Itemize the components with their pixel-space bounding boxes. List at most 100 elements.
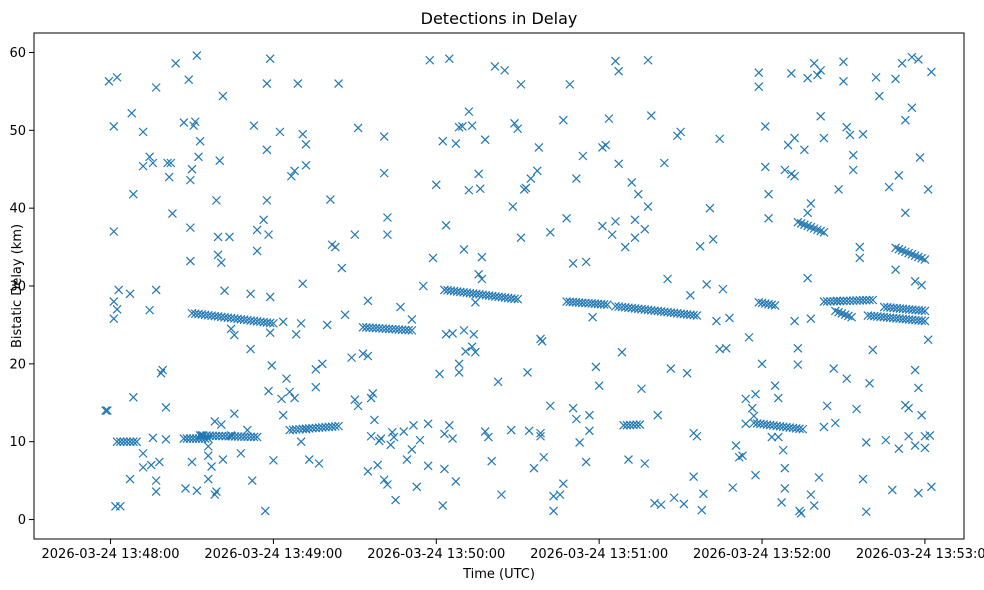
data-point: [907, 52, 917, 62]
data-point: [545, 227, 555, 237]
data-point: [467, 121, 477, 131]
data-point: [868, 345, 878, 355]
data-point: [444, 420, 454, 430]
data-point: [128, 392, 138, 402]
track-point: [848, 296, 858, 306]
data-point: [211, 487, 221, 496]
data-point: [653, 410, 663, 420]
track-point: [625, 420, 635, 430]
data-point: [848, 165, 858, 175]
data-point: [226, 431, 236, 440]
data-point: [213, 250, 223, 260]
data-point: [900, 208, 910, 218]
data-point: [210, 490, 220, 500]
data-point: [910, 441, 920, 451]
data-point: [516, 79, 526, 89]
data-point: [477, 274, 487, 284]
data-point: [545, 401, 555, 411]
data-point: [112, 72, 122, 82]
track-point: [858, 295, 868, 305]
data-point: [171, 58, 181, 68]
track-point: [795, 424, 804, 434]
data-point: [510, 118, 519, 128]
data-point: [834, 185, 844, 194]
data-point: [236, 448, 246, 458]
data-point: [571, 414, 581, 424]
data-point: [927, 67, 936, 77]
data-point: [454, 359, 464, 369]
data-point: [102, 406, 112, 415]
data-point: [457, 121, 467, 131]
track-point: [407, 325, 417, 335]
data-point: [145, 152, 155, 162]
data-point: [296, 437, 306, 447]
data-point: [627, 178, 637, 187]
track-point: [122, 437, 132, 447]
data-point: [659, 158, 669, 168]
track-point: [920, 306, 930, 316]
data-point: [842, 374, 852, 384]
data-point: [747, 403, 757, 413]
data-point: [125, 289, 135, 299]
data-point: [809, 501, 819, 510]
track-point: [119, 437, 129, 447]
data-point: [185, 175, 195, 185]
data-point: [379, 168, 389, 178]
data-point: [480, 135, 490, 145]
track-point: [252, 432, 262, 442]
data-point: [474, 269, 484, 279]
track-point: [767, 300, 777, 310]
data-point: [213, 232, 223, 242]
data-point: [620, 242, 630, 252]
data-point: [148, 158, 158, 168]
data-point: [379, 475, 389, 485]
track-point: [917, 306, 927, 316]
data-point: [148, 433, 158, 443]
data-point: [301, 424, 311, 434]
data-point: [712, 316, 721, 326]
data-point: [718, 284, 728, 294]
data-point: [145, 305, 155, 315]
track-point: [920, 316, 930, 326]
data-point: [285, 387, 295, 397]
data-point: [187, 164, 197, 174]
data-point: [163, 158, 172, 168]
data-point: [702, 280, 712, 289]
data-point: [268, 455, 278, 465]
data-point: [293, 79, 303, 89]
data-point: [246, 289, 256, 299]
data-point: [806, 199, 816, 208]
data-point: [317, 359, 327, 369]
data-point: [521, 183, 531, 193]
data-point: [830, 418, 840, 428]
data-point: [470, 347, 480, 357]
data-point: [247, 476, 257, 486]
data-point: [246, 344, 256, 354]
data-point: [770, 381, 780, 391]
data-point: [568, 259, 578, 268]
data-point: [451, 476, 461, 486]
data-point: [252, 225, 262, 235]
data-point: [262, 145, 272, 155]
data-point: [767, 432, 777, 442]
data-point: [643, 202, 653, 212]
data-point: [778, 445, 788, 455]
data-point: [383, 213, 392, 222]
y-tick-label: 60: [9, 46, 26, 61]
data-point: [114, 285, 124, 295]
data-point: [529, 463, 539, 473]
data-point: [783, 140, 793, 150]
x-axis-label: Time (UTC): [462, 567, 535, 582]
data-point: [637, 384, 646, 394]
data-point: [138, 462, 148, 472]
data-point: [109, 227, 119, 236]
data-point: [179, 118, 189, 127]
data-point: [464, 107, 474, 117]
track-point: [330, 421, 340, 431]
data-point: [428, 253, 438, 263]
data-point: [215, 156, 225, 166]
data-point: [334, 79, 343, 89]
data-point: [151, 285, 161, 295]
data-point: [211, 195, 221, 205]
data-point: [109, 297, 119, 306]
